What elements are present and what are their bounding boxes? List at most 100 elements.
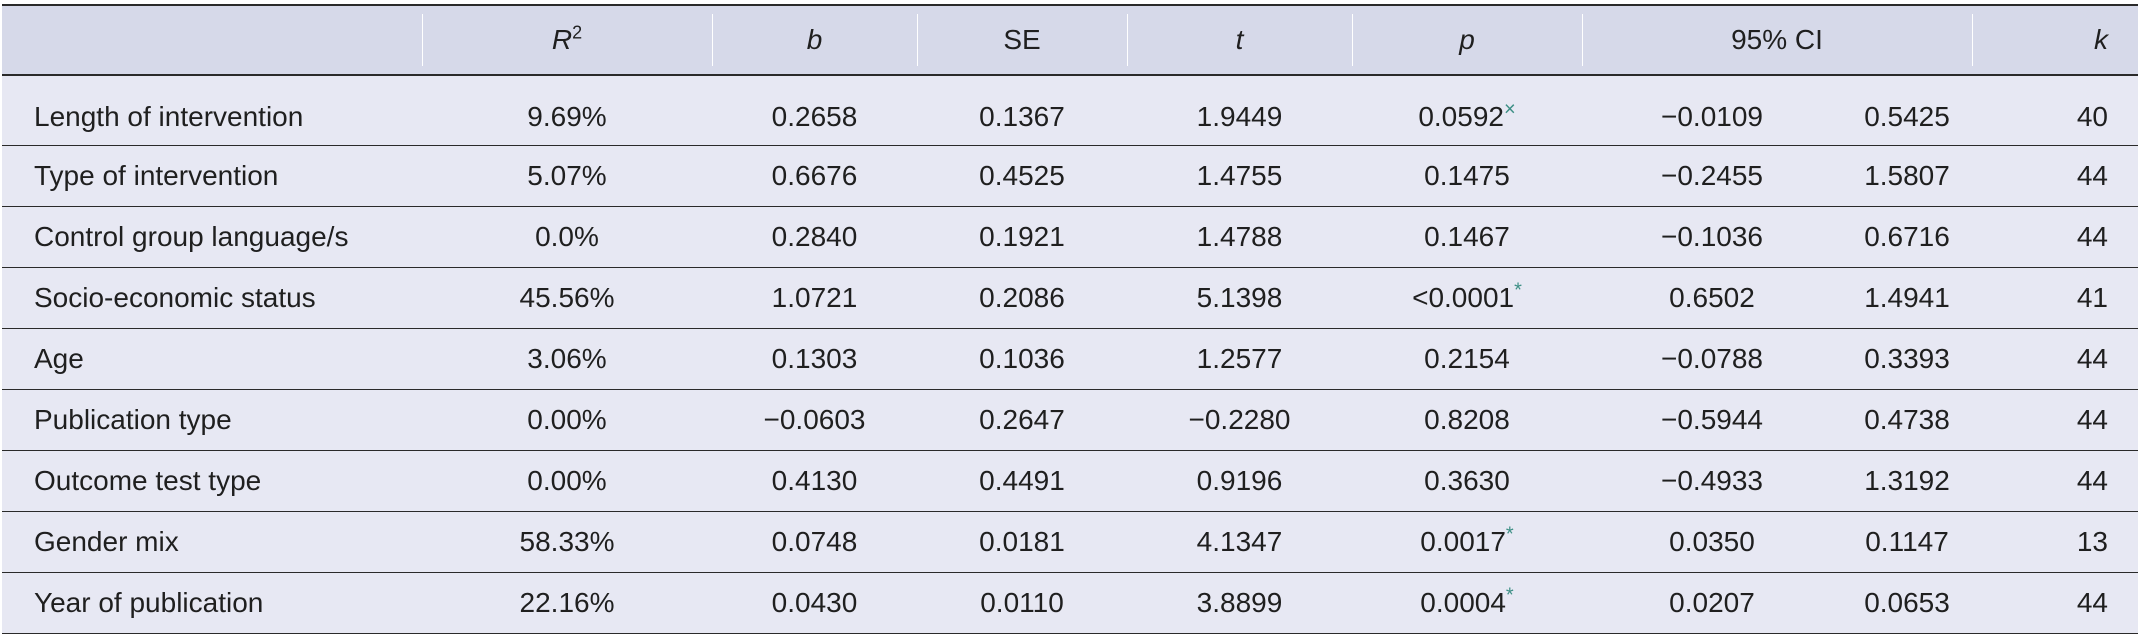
cell-b: 0.1303 — [712, 328, 917, 389]
cell-k: 44 — [1972, 450, 2138, 511]
cell-b: 0.2658 — [712, 75, 917, 145]
header-r2: R2 — [422, 5, 712, 75]
cell-t-text: 3.8899 — [1196, 586, 1283, 618]
meta-regression-table: R2 b SE t p 95% CI k Length of intervent… — [2, 4, 2139, 634]
cell-se: 0.0181 — [917, 511, 1127, 572]
significance-marker: * — [1514, 279, 1522, 302]
row-label-text: Age — [34, 342, 84, 374]
cell-ci-high-text: 0.0653 — [1864, 586, 1950, 618]
cell-k: 44 — [1972, 572, 2138, 633]
cell-k-text: 44 — [2076, 403, 2109, 435]
table-row: Outcome test type 0.00% 0.4130 0.4491 0.9196… — [2, 450, 2139, 511]
header-r2-base: R — [551, 24, 573, 55]
cell-ci-high: 1.3192 — [1842, 450, 1972, 511]
cell-p-text: 0.1467 — [1424, 220, 1510, 252]
cell-k-text: 44 — [2076, 464, 2109, 496]
cell-t-text: 0.9196 — [1196, 464, 1283, 496]
cell-ci-low: 0.6502 — [1582, 267, 1842, 328]
cell-b-text: 0.1303 — [771, 342, 858, 374]
cell-t-text: 1.4788 — [1196, 220, 1283, 252]
cell-ci-high-text: 0.3393 — [1864, 342, 1950, 374]
cell-r2-text: 0.0% — [535, 220, 599, 252]
cell-ci-low-text: 0.0207 — [1669, 586, 1755, 618]
cell-se: 0.4491 — [917, 450, 1127, 511]
cell-ci-low: 0.0350 — [1582, 511, 1842, 572]
cell-t-text: 4.1347 — [1196, 525, 1283, 557]
cell-t: 1.2577 — [1127, 328, 1352, 389]
table-row: Type of intervention 5.07% 0.6676 0.4525 1.4… — [2, 145, 2139, 206]
cell-se-text: 0.1921 — [979, 220, 1065, 252]
significance-marker: * — [1505, 523, 1514, 546]
significance-marker: * — [1505, 584, 1514, 607]
cell-p: 0.1467 — [1352, 206, 1582, 267]
row-label: Socio-economic status — [2, 267, 422, 328]
row-label-text: Type of intervention — [34, 159, 279, 191]
cell-ci-low-text: −0.4933 — [1661, 464, 1763, 496]
cell-b-text: 0.2840 — [771, 220, 858, 252]
cell-b-text: −0.0603 — [763, 403, 866, 435]
cell-ci-low: −0.0788 — [1582, 328, 1842, 389]
cell-ci-high: 0.3393 — [1842, 328, 1972, 389]
cell-ci-high: 0.0653 — [1842, 572, 1972, 633]
cell-r2-text: 0.00% — [527, 403, 607, 435]
row-label: Publication type — [2, 389, 422, 450]
cell-k-text: 13 — [2076, 525, 2109, 557]
cell-k: 40 — [1972, 75, 2138, 145]
cell-r2: 58.33% — [422, 511, 712, 572]
cell-b-text: 0.6676 — [771, 159, 858, 191]
header-se: SE — [917, 5, 1127, 75]
row-label-text: Socio-economic status — [34, 281, 316, 313]
cell-t: 5.1398 — [1127, 267, 1352, 328]
cell-ci-low: 0.0207 — [1582, 572, 1842, 633]
cell-p: 0.2154 — [1352, 328, 1582, 389]
cell-r2: 0.00% — [422, 389, 712, 450]
table-row: Publication type 0.00% −0.0603 0.2647 −0.228… — [2, 389, 2139, 450]
cell-p: 0.1475 — [1352, 145, 1582, 206]
cell-b-text: 0.0748 — [771, 525, 858, 557]
header-row: R2 b SE t p 95% CI k — [2, 5, 2139, 75]
cell-se-text: 0.0110 — [980, 586, 1064, 618]
cell-p-text: 0.0004 — [1420, 586, 1506, 618]
cell-ci-low-text: 0.0350 — [1669, 525, 1755, 557]
cell-r2-text: 5.07% — [527, 159, 607, 191]
cell-ci-low: −0.2455 — [1582, 145, 1842, 206]
cell-se: 0.1921 — [917, 206, 1127, 267]
cell-t-text: 1.4755 — [1196, 159, 1283, 191]
cell-se: 0.1367 — [917, 75, 1127, 145]
cell-p: 0.3630 — [1352, 450, 1582, 511]
cell-se-text: 0.1367 — [979, 101, 1065, 133]
cell-r2-text: 58.33% — [519, 525, 615, 557]
table-header: R2 b SE t p 95% CI k — [2, 5, 2139, 75]
cell-se-text: 0.2086 — [979, 281, 1065, 313]
cell-ci-low-text: −0.5944 — [1661, 403, 1763, 435]
cell-r2: 0.00% — [422, 450, 712, 511]
cell-k-text: 41 — [2076, 281, 2109, 313]
cell-ci-low-text: −0.1036 — [1661, 220, 1763, 252]
table-row: Control group language/s 0.0% 0.2840 0.1921… — [2, 206, 2139, 267]
cell-k: 41 — [1972, 267, 2138, 328]
cell-ci-high-text: 0.6716 — [1864, 220, 1950, 252]
cell-ci-high: 0.4738 — [1842, 389, 1972, 450]
table-row: Length of intervention 9.69% 0.2658 0.1367 1… — [2, 75, 2139, 145]
cell-k: 44 — [1972, 389, 2138, 450]
cell-p: 0.0004* — [1352, 572, 1582, 633]
cell-k: 44 — [1972, 145, 2138, 206]
cell-t: 0.9196 — [1127, 450, 1352, 511]
cell-r2: 0.0% — [422, 206, 712, 267]
row-label: Control group language/s — [2, 206, 422, 267]
header-t: t — [1127, 5, 1352, 75]
table-body: Length of intervention 9.69% 0.2658 0.1367 1… — [2, 75, 2139, 633]
table-row: Gender mix 58.33% 0.0748 0.0181 4.1347 0.0017… — [2, 511, 2139, 572]
row-label: Length of intervention — [2, 75, 422, 145]
cell-b: −0.0603 — [712, 389, 917, 450]
cell-ci-low: −0.0109 — [1582, 75, 1842, 145]
cell-b: 0.6676 — [712, 145, 917, 206]
cell-p-text: <0.0001 — [1412, 281, 1515, 313]
cell-p-text: 0.1475 — [1424, 159, 1510, 191]
cell-ci-high: 1.5807 — [1842, 145, 1972, 206]
cell-ci-high-text: 0.4738 — [1864, 403, 1950, 435]
significance-marker: × — [1503, 98, 1516, 121]
header-ci: 95% CI — [1582, 5, 1972, 75]
cell-ci-high: 1.4941 — [1842, 267, 1972, 328]
